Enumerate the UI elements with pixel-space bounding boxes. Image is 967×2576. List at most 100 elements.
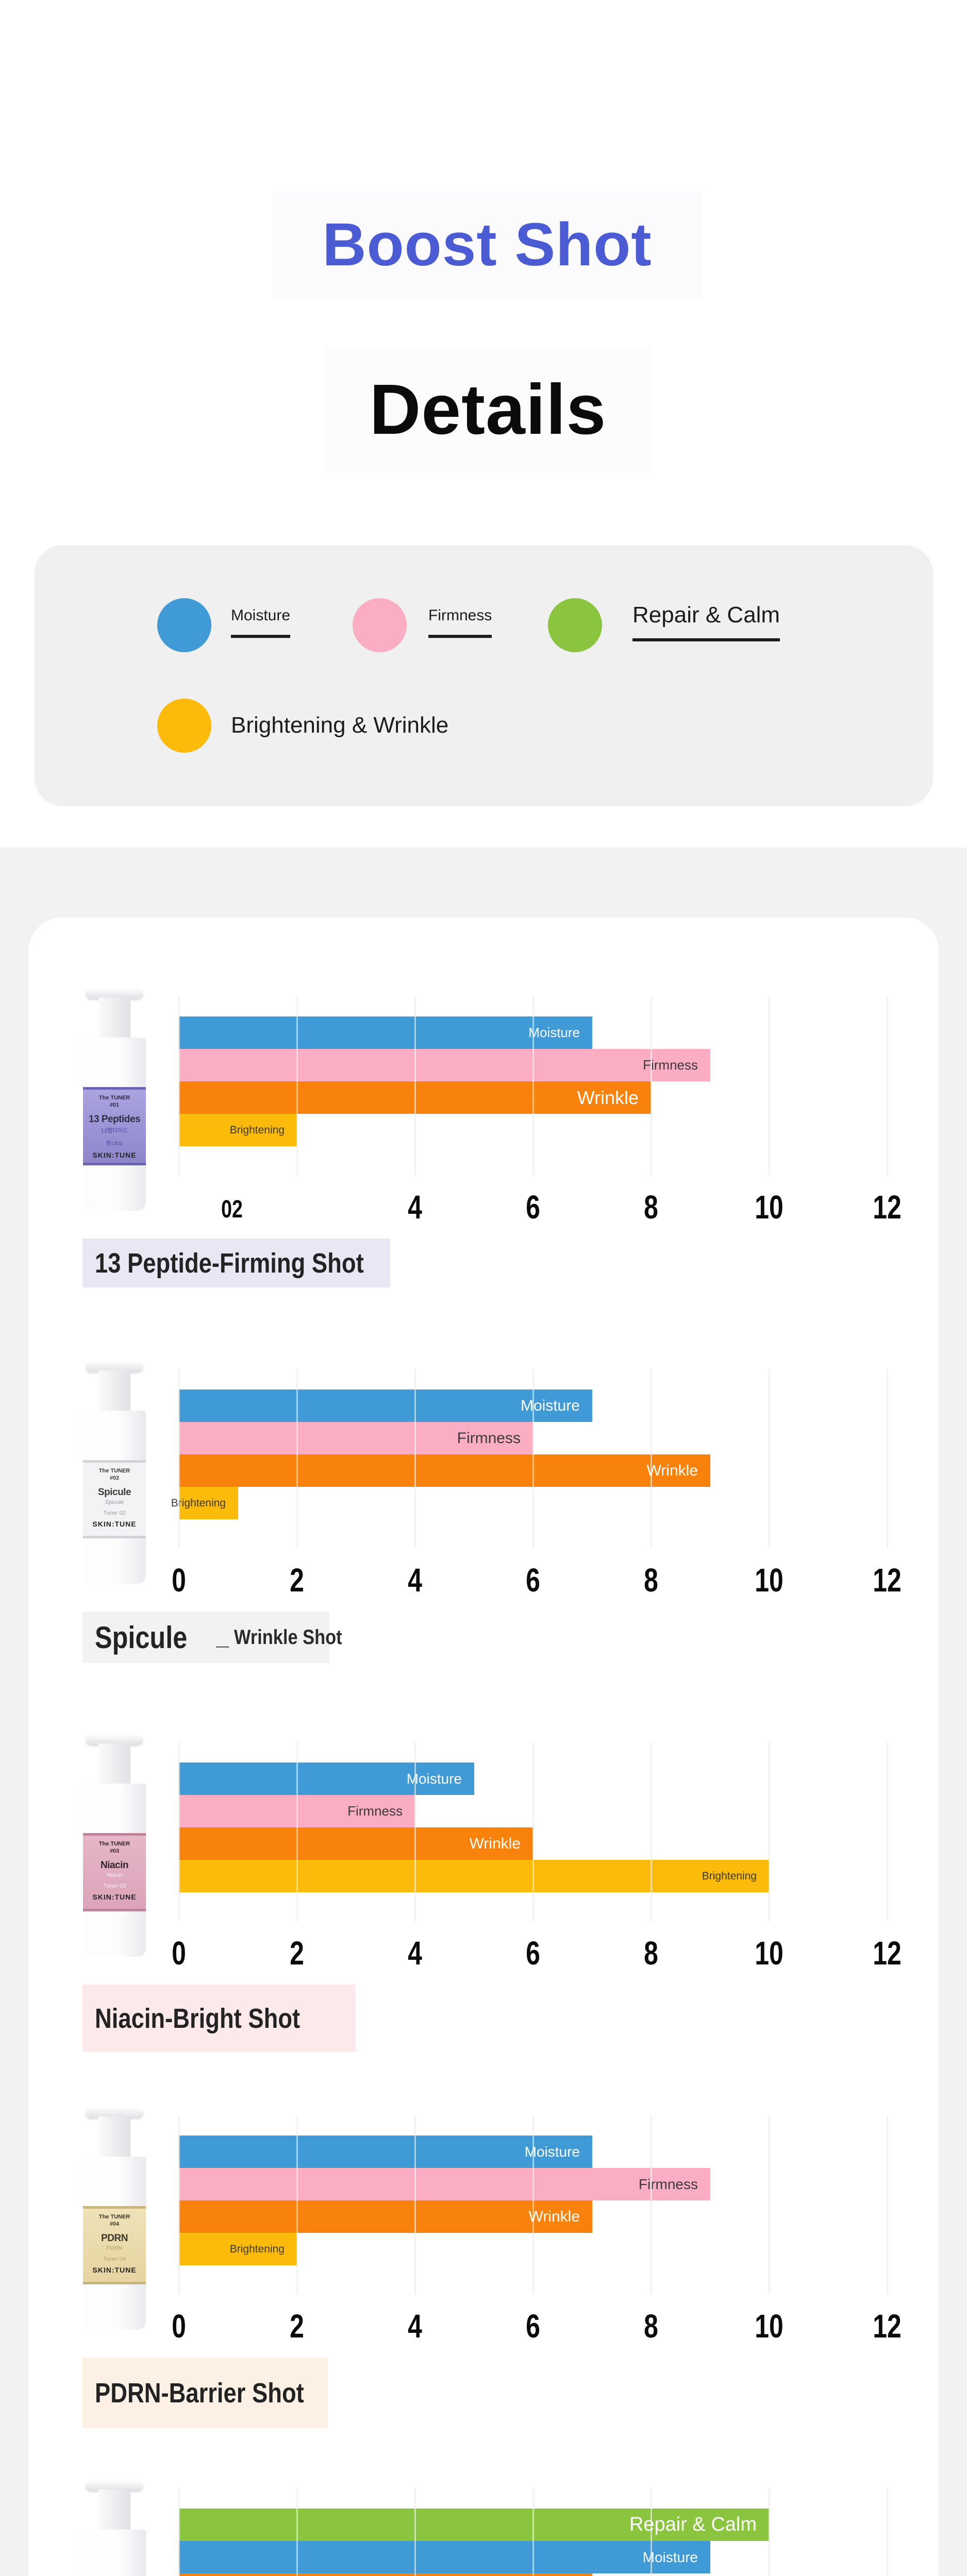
bottle-brand-text: The TUNER bbox=[98, 2214, 130, 2220]
bottle-tuner-text: 튜너01 bbox=[106, 1141, 123, 1147]
axis-tick-label: 0 bbox=[172, 2308, 186, 2345]
bar-value-label: Firmness bbox=[643, 1057, 698, 1073]
bar-value-label: Firmness bbox=[457, 1429, 521, 1447]
product-title-text: PDRN-Barrier Shot bbox=[95, 2377, 304, 2409]
gridline-overlay bbox=[651, 1369, 652, 1548]
bottle-glass: The TUNER #03 Niacin Niacin Tuner 03 SKIN:TUN… bbox=[83, 1833, 146, 1911]
bottle-name-sub-text: Spicule bbox=[105, 1499, 124, 1505]
charts-card bbox=[28, 918, 939, 2576]
product-title-text: Niacin-Bright Shot bbox=[95, 2003, 301, 2034]
axis-tick-label: 6 bbox=[526, 1189, 540, 1226]
legend-color-dot-icon bbox=[157, 699, 211, 753]
bottle-shoulder bbox=[83, 1038, 146, 1087]
bar-value-label: Brightening bbox=[229, 1124, 285, 1136]
bar-value-label: Brightening bbox=[702, 1870, 757, 1882]
bottle-cap bbox=[86, 1361, 143, 1372]
bar-brightening: Brightening bbox=[171, 1487, 238, 1519]
gridline-overlay bbox=[769, 1742, 770, 1921]
axis-tick-label: 4 bbox=[408, 1935, 422, 1972]
legend-panel: Moisture Firmness Repair & Calm Brightening… bbox=[35, 545, 933, 806]
legend-color-dot-icon bbox=[353, 598, 407, 652]
chart-block-1: Moisture Firmness Wrinkle Brightening 02 4 6 8 1… bbox=[0, 988, 967, 1336]
bottle-name-sub-text: PDRN bbox=[106, 2245, 123, 2251]
gridline-overlay bbox=[651, 996, 652, 1175]
bottle-maker-text: SKIN:TUNE bbox=[92, 2266, 137, 2274]
bottle-neck bbox=[98, 2116, 130, 2158]
chart-block-2: Moisture Firmness Wrinkle Brightening 0 2 4 6 8 1… bbox=[0, 1361, 967, 1709]
gridline-overlay bbox=[414, 996, 416, 1175]
bottle-name-text: Spicule bbox=[97, 1487, 131, 1498]
bottle-glass: The TUNER #01 13 Peptides 13펩타이드 튜너01 SKIN:TU… bbox=[83, 1087, 146, 1165]
product-title-text: Spicule bbox=[95, 1620, 188, 1655]
bottle-brand-text: The TUNER bbox=[98, 1095, 130, 1101]
gridline-overlay bbox=[296, 996, 298, 1175]
product-title-badge: Spicule _ Wrinkle Shot bbox=[82, 1612, 342, 1663]
axis-tick-label: 10 bbox=[755, 1562, 783, 1599]
gridline-overlay bbox=[769, 2488, 770, 2576]
bar-moisture: Moisture bbox=[179, 1389, 592, 1422]
bottle-shoulder bbox=[83, 2530, 146, 2576]
bottle-lower-body bbox=[83, 1165, 146, 1211]
axis-tick-label: 02 bbox=[221, 1196, 243, 1223]
bar-value-label: Moisture bbox=[406, 1770, 462, 1787]
gridline-overlay bbox=[178, 2488, 180, 2576]
bar-value-label: Wrinkle bbox=[469, 1835, 521, 1852]
legend-color-dot-icon bbox=[157, 598, 211, 652]
hero-title-box: Boost Shot bbox=[273, 192, 702, 297]
bottle-cap bbox=[86, 2107, 143, 2119]
chart-block-4: Moisture Firmness Wrinkle Brightening 0 2 4 6 8 1… bbox=[0, 2107, 967, 2455]
axis-tick-label: 8 bbox=[644, 2308, 658, 2345]
bottle-tuner-text: Tuner 04 bbox=[103, 2256, 126, 2262]
bottle-maker-text: SKIN:TUNE bbox=[92, 1151, 137, 1159]
gridline-overlay bbox=[769, 996, 770, 1175]
gridline-overlay bbox=[651, 2488, 652, 2576]
bottle-neck bbox=[98, 1370, 130, 1412]
bar-brightening: Brightening bbox=[179, 1860, 769, 1892]
bar-value-label: Moisture bbox=[528, 1025, 580, 1040]
bottle-neck bbox=[98, 997, 130, 1039]
gridline-overlay bbox=[887, 1369, 888, 1548]
hero-subtitle-box: Details bbox=[324, 347, 652, 472]
product-bottle: The TUNER #04 PDRN PDRN Tuner 04 SKIN:TUNE bbox=[81, 2107, 147, 2330]
gridline-overlay bbox=[178, 996, 180, 1175]
bottle-cap bbox=[86, 2480, 143, 2492]
bar-value-label: Moisture bbox=[520, 1397, 580, 1414]
bottle-number-text: #01 bbox=[109, 1102, 120, 1108]
gridline-overlay bbox=[532, 1742, 534, 1921]
page-subtitle: Details bbox=[369, 370, 607, 449]
bottle-maker-text: SKIN:TUNE bbox=[92, 1520, 137, 1528]
bottle-tuner-text: Tuner 02 bbox=[103, 1510, 126, 1516]
axis-tick-label: 6 bbox=[526, 2308, 540, 2345]
bar-wrinkle: Wrinkle bbox=[179, 1454, 710, 1487]
gridline-overlay bbox=[532, 2115, 534, 2294]
axis-tick-label: 2 bbox=[290, 2308, 304, 2345]
axis-tick-label: 4 bbox=[408, 2308, 422, 2345]
gridline-overlay bbox=[296, 2488, 298, 2576]
gridline-overlay bbox=[769, 1369, 770, 1548]
product-bottle: The TUNER #01 13 Peptides 13펩타이드 튜너01 SKIN:TU… bbox=[81, 988, 147, 1211]
axis-tick-label: 10 bbox=[755, 1189, 783, 1226]
gridline-overlay bbox=[887, 996, 888, 1175]
bottle-name-text: 13 Peptides bbox=[88, 1114, 141, 1125]
bar-brightening: Brightening bbox=[179, 1114, 297, 1146]
bar-moisture: Moisture bbox=[179, 2136, 592, 2168]
bottle-lower-body bbox=[83, 1911, 146, 1957]
axis-tick-label: 4 bbox=[408, 1189, 422, 1226]
page-title: Boost Shot bbox=[322, 211, 652, 279]
bar-wrinkle: Wrinkle bbox=[179, 2200, 592, 2233]
axis-tick-label: 12 bbox=[873, 1935, 902, 1972]
legend-label: Repair & Calm bbox=[632, 602, 780, 641]
bar-wrinkle: Wrinkle bbox=[179, 1827, 533, 1860]
bar-moisture: Moisture bbox=[179, 1016, 592, 1049]
bar-repair-calm: Repair & Calm bbox=[179, 2509, 769, 2541]
axis-tick-label: 12 bbox=[873, 1189, 902, 1226]
bar-value-label: Firmness bbox=[638, 2176, 698, 2192]
gridline-overlay bbox=[414, 1742, 416, 1921]
bottle-number-text: #03 bbox=[109, 1848, 120, 1854]
gridline-overlay bbox=[887, 2115, 888, 2294]
axis-tick-label: 6 bbox=[526, 1562, 540, 1599]
product-title-badge: Niacin-Bright Shot bbox=[82, 1985, 356, 2052]
axis-tick-label: 8 bbox=[644, 1935, 658, 1972]
legend-color-dot-icon bbox=[548, 598, 602, 652]
